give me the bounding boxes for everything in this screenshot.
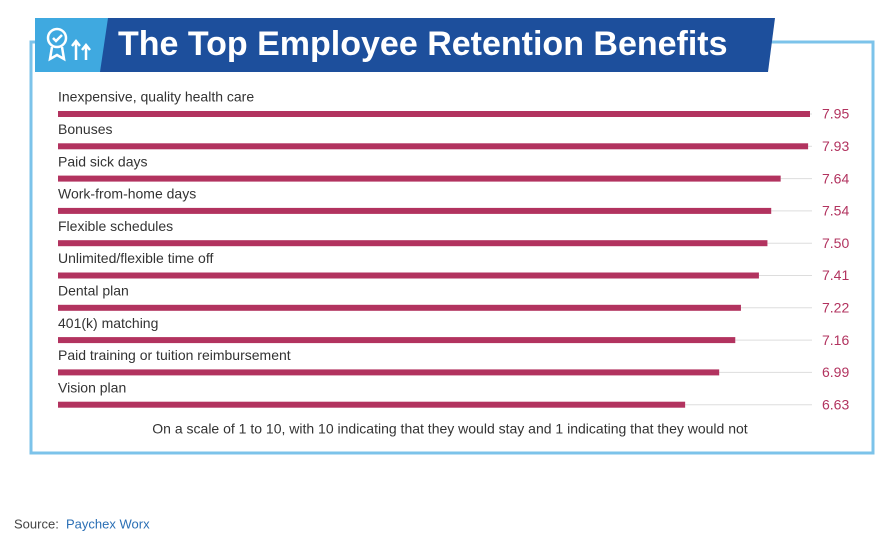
value-label: 7.16: [822, 332, 849, 348]
bar: [58, 111, 810, 117]
category-label: Unlimited/flexible time off: [58, 250, 213, 266]
bar: [58, 401, 686, 408]
value-label: 6.63: [822, 396, 849, 412]
category-label: Vision plan: [58, 379, 126, 395]
value-label: 7.22: [822, 300, 849, 316]
bar: [58, 143, 809, 150]
chart-title: The Top Employee Retention Benefits: [118, 25, 728, 63]
icon: [46, 27, 91, 62]
bar: [58, 304, 741, 311]
category-label: 401(k) matching: [58, 315, 158, 331]
bar: [58, 207, 772, 214]
source-label: Source:: [14, 516, 59, 531]
source-link[interactable]: Paychex Worx: [66, 516, 150, 531]
value-label: 7.64: [822, 170, 849, 186]
category-label: Paid sick days: [58, 153, 147, 169]
bar: [58, 272, 759, 279]
value-label: 7.50: [822, 235, 849, 251]
category-label: Dental plan: [58, 283, 129, 299]
title-banner: [92, 18, 775, 72]
bar: [58, 337, 736, 344]
value-label: 7.95: [822, 106, 849, 122]
value-label: 7.54: [822, 203, 849, 219]
value-label: 7.41: [822, 267, 849, 283]
value-label: 6.99: [822, 364, 849, 380]
category-label: Flexible schedules: [58, 218, 173, 234]
category-label: Work-from-home days: [58, 186, 196, 202]
category-label: Bonuses: [58, 121, 112, 137]
category-label: Inexpensive, quality health care: [58, 89, 254, 105]
category-label: Paid training or tuition reimbursement: [58, 347, 291, 363]
chart-note: On a scale of 1 to 10, with 10 indicatin…: [152, 421, 747, 437]
bar: [58, 240, 768, 247]
value-label: 7.93: [822, 138, 849, 154]
bar: [58, 175, 781, 182]
bar: [58, 369, 720, 376]
